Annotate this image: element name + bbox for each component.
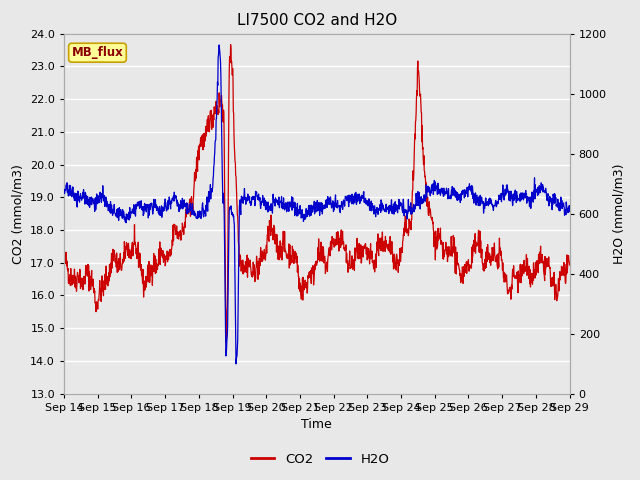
Legend: CO2, H2O: CO2, H2O [245, 447, 395, 471]
Text: MB_flux: MB_flux [72, 46, 124, 59]
Title: LI7500 CO2 and H2O: LI7500 CO2 and H2O [237, 13, 397, 28]
Y-axis label: CO2 (mmol/m3): CO2 (mmol/m3) [12, 164, 24, 264]
Y-axis label: H2O (mmol/m3): H2O (mmol/m3) [612, 163, 625, 264]
X-axis label: Time: Time [301, 418, 332, 431]
